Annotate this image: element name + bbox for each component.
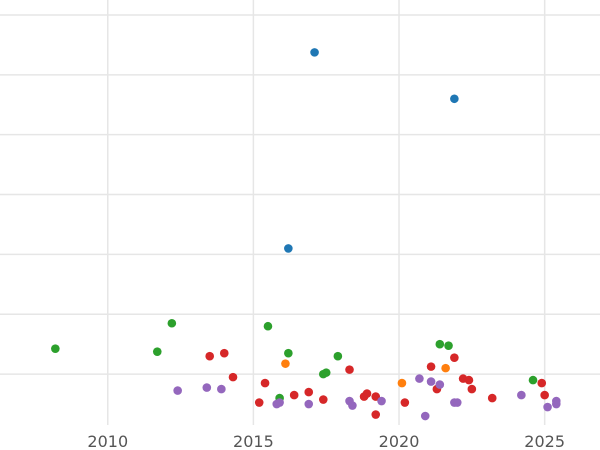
- data-point: [333, 351, 343, 361]
- data-point: [552, 399, 561, 409]
- y-gridlines: [0, 14, 600, 375]
- data-point: [205, 351, 215, 361]
- data-point: [415, 374, 424, 383]
- data-point: [435, 339, 445, 349]
- data-point: [371, 410, 381, 419]
- data-point: [284, 244, 293, 253]
- data-point: [464, 375, 474, 385]
- data-point: [487, 393, 497, 403]
- data-point: [371, 392, 381, 401]
- data-point: [450, 94, 459, 104]
- data-point: [362, 389, 372, 398]
- x-tick-labels: 2010 2015 2020 2025: [87, 432, 565, 450]
- data-point: [426, 377, 436, 386]
- data-point: [217, 384, 226, 394]
- data-point: [517, 390, 526, 400]
- data-point: [528, 375, 538, 385]
- data-point: [310, 48, 319, 57]
- data-point: [467, 384, 477, 394]
- data-point: [452, 398, 462, 407]
- data-point: [377, 396, 386, 406]
- data-point: [345, 365, 354, 374]
- data-points: [51, 48, 561, 421]
- data-point: [441, 363, 450, 373]
- data-point: [51, 344, 60, 353]
- data-point: [319, 395, 328, 404]
- data-point: [420, 411, 430, 421]
- x-tick-label: 2010: [87, 432, 128, 450]
- data-point: [228, 372, 238, 382]
- data-point: [202, 383, 212, 392]
- data-point: [444, 341, 453, 350]
- data-point: [321, 368, 331, 377]
- data-point: [284, 348, 293, 358]
- data-point: [281, 359, 290, 368]
- data-point: [304, 387, 314, 397]
- data-point: [426, 362, 436, 371]
- x-gridlines: [107, 0, 546, 425]
- data-point: [450, 353, 459, 362]
- data-point: [263, 321, 273, 331]
- data-point: [397, 378, 407, 388]
- data-point: [167, 318, 177, 328]
- data-point: [289, 390, 299, 400]
- data-point: [400, 398, 410, 407]
- data-point: [304, 399, 314, 409]
- data-point: [348, 401, 357, 410]
- x-tick-label: 2020: [379, 432, 420, 450]
- data-point: [537, 378, 547, 388]
- data-point: [260, 378, 270, 388]
- data-point: [152, 347, 162, 356]
- x-tick-label: 2025: [524, 432, 565, 450]
- data-point: [543, 402, 552, 412]
- data-point: [435, 380, 445, 389]
- data-point: [219, 348, 229, 358]
- data-point: [540, 390, 549, 400]
- data-point: [275, 398, 284, 407]
- data-point: [254, 398, 264, 407]
- x-tick-label: 2015: [233, 432, 274, 450]
- data-point: [173, 386, 182, 395]
